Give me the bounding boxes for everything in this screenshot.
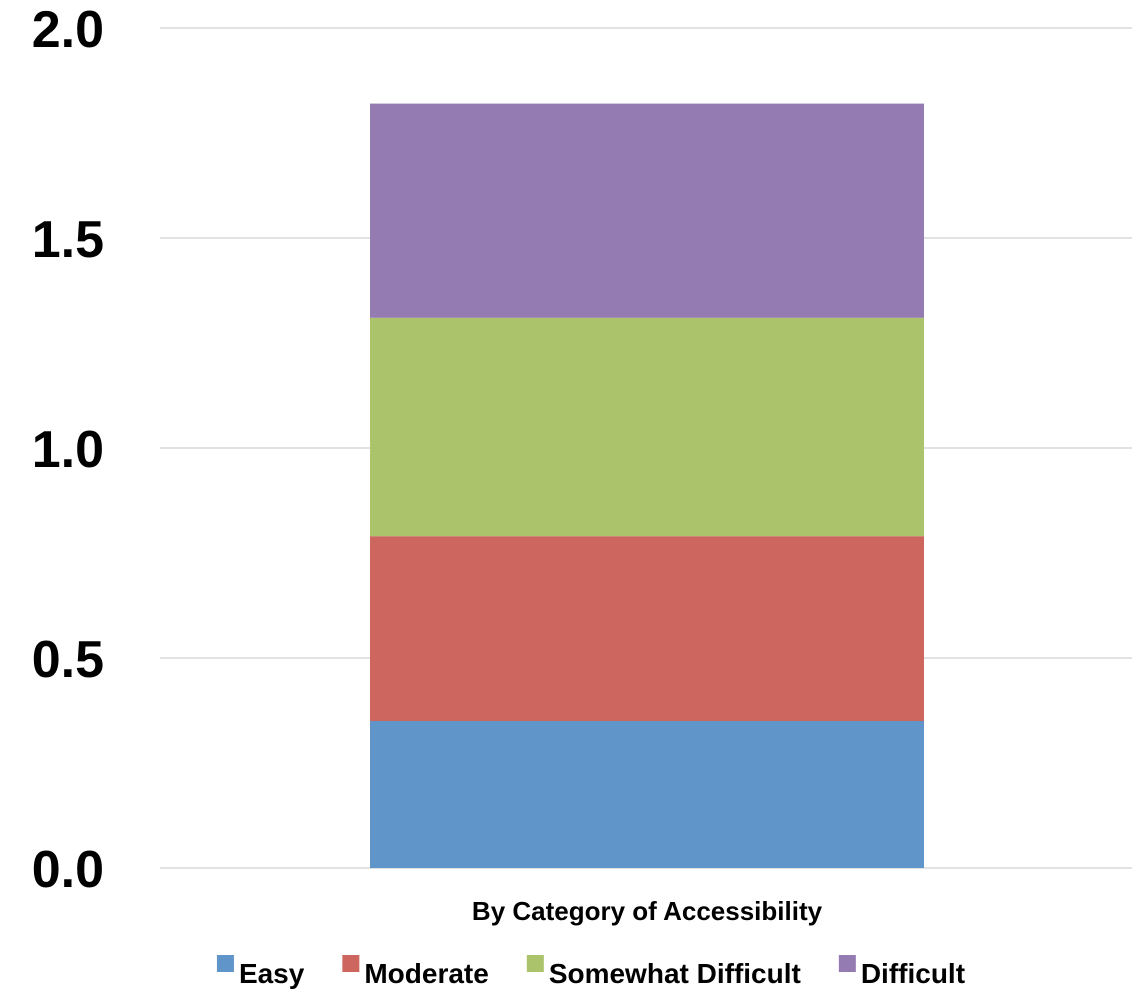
legend: Easy Moderate Somewhat Difficult Difficult (216, 955, 965, 989)
legend-label-somewhat-difficult: Somewhat Difficult (549, 958, 801, 989)
bar-segment-easy (370, 721, 924, 868)
legend-item-difficult: Difficult (838, 955, 965, 989)
legend-item-easy: Easy (216, 955, 305, 989)
legend-label-easy: Easy (239, 958, 305, 989)
bar-segments (370, 103, 924, 868)
legend-swatch-easy (216, 955, 234, 972)
y-tick-label-1: 0.5 (32, 631, 104, 689)
x-category-label-0: By Category of Accessibility (472, 896, 823, 926)
y-axis-tick-labels: 0.0 0.5 1.0 1.5 2.0 (32, 1, 104, 899)
legend-swatch-moderate (342, 955, 360, 972)
x-axis-category-labels: By Category of Accessibility (472, 896, 823, 926)
bar-segment-somewhat-difficult (370, 317, 924, 537)
legend-label-moderate: Moderate (364, 958, 488, 989)
legend-label-difficult: Difficult (861, 958, 965, 989)
y-tick-label-0: 0.0 (32, 841, 104, 899)
bar-segment-moderate (370, 536, 924, 721)
bar-segment-difficult (370, 103, 924, 318)
legend-swatch-difficult (838, 955, 856, 972)
y-tick-label-2: 1.0 (32, 421, 104, 479)
legend-item-moderate: Moderate (342, 955, 489, 989)
y-tick-label-3: 1.5 (32, 211, 104, 269)
legend-swatch-somewhat-difficult (526, 955, 544, 972)
legend-item-somewhat-difficult: Somewhat Difficult (526, 955, 801, 989)
y-tick-label-4: 2.0 (32, 1, 104, 59)
